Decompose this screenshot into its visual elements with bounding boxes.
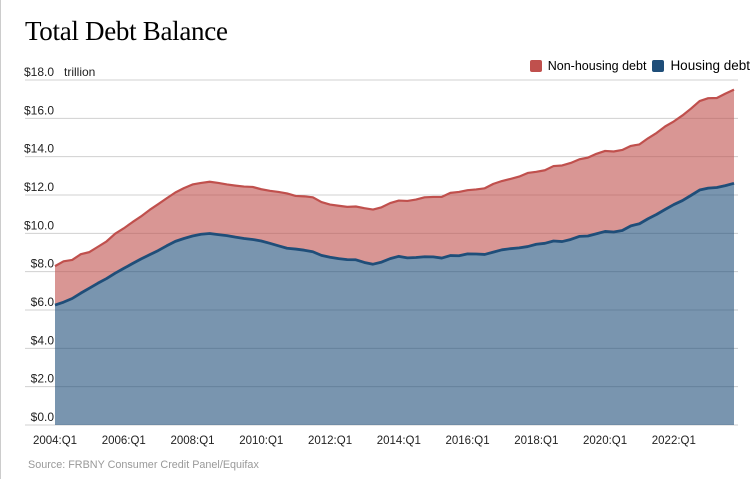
svg-text:$18.0: $18.0 <box>24 65 54 79</box>
svg-text:2020:Q1: 2020:Q1 <box>583 435 627 447</box>
svg-text:2014:Q1: 2014:Q1 <box>377 435 421 447</box>
svg-text:2022:Q1: 2022:Q1 <box>652 435 696 447</box>
svg-text:$14.0: $14.0 <box>24 142 54 156</box>
svg-text:$6.0: $6.0 <box>31 295 55 309</box>
svg-text:Source: FRBNY Consumer Credit: Source: FRBNY Consumer Credit Panel/Equi… <box>28 459 259 471</box>
svg-text:2004:Q1: 2004:Q1 <box>33 435 77 447</box>
svg-text:2012:Q1: 2012:Q1 <box>308 435 352 447</box>
svg-text:$10.0: $10.0 <box>24 218 54 232</box>
svg-text:2016:Q1: 2016:Q1 <box>445 435 489 447</box>
svg-text:$4.0: $4.0 <box>31 333 55 347</box>
svg-text:2018:Q1: 2018:Q1 <box>514 435 558 447</box>
svg-text:$12.0: $12.0 <box>24 180 54 194</box>
svg-text:$0.0: $0.0 <box>31 410 55 424</box>
svg-text:$8.0: $8.0 <box>31 257 55 271</box>
svg-text:2010:Q1: 2010:Q1 <box>239 435 283 447</box>
svg-text:2006:Q1: 2006:Q1 <box>102 435 146 447</box>
svg-text:$2.0: $2.0 <box>31 372 55 386</box>
svg-text:2008:Q1: 2008:Q1 <box>170 435 214 447</box>
svg-text:$16.0: $16.0 <box>24 103 54 117</box>
svg-text:trillion: trillion <box>64 65 95 79</box>
